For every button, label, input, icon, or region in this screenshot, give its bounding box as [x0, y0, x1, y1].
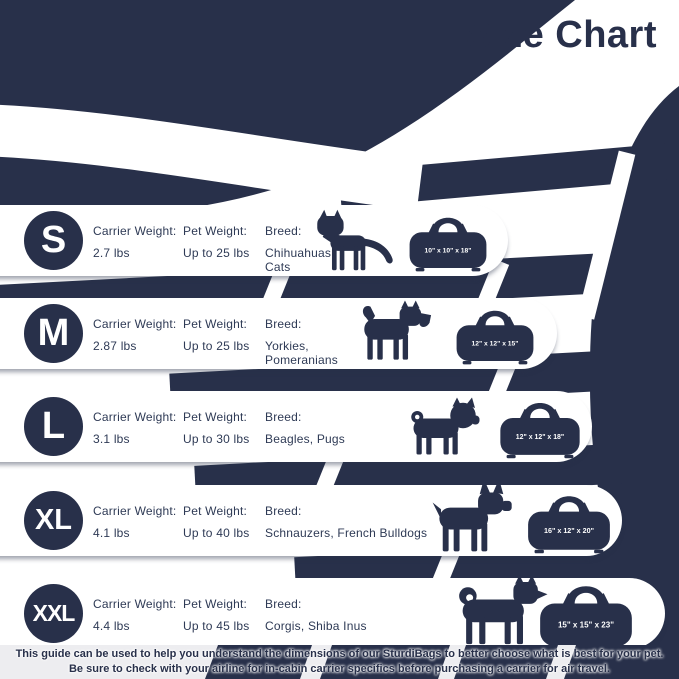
- pet-weight-value: Up to 25 lbs: [183, 246, 250, 260]
- size-row-l: L Carrier Weight: 3.1 lbs Pet Weight: Up…: [0, 391, 592, 462]
- page-title: Size Chart: [466, 14, 657, 56]
- carrier-weight-label: Carrier Weight:: [93, 597, 177, 611]
- carrier-weight-value: 2.7 lbs: [93, 246, 130, 260]
- pet-weight-column: Pet Weight: Up to 25 lbs: [183, 224, 265, 261]
- row-columns: Carrier Weight: 3.1 lbs Pet Weight: Up t…: [93, 391, 592, 462]
- shiba-inu-icon: [450, 575, 554, 645]
- breed-label: Breed:: [265, 317, 302, 331]
- size-badge-xl: XL: [24, 491, 83, 550]
- pet-weight-value: Up to 30 lbs: [183, 432, 250, 446]
- carrier-weight-label: Carrier Weight:: [93, 410, 177, 424]
- carrier-icon: 15" x 15" x 23": [527, 577, 645, 651]
- carrier-weight-column: Carrier Weight: 2.87 lbs: [93, 317, 183, 354]
- breed-label: Breed:: [265, 597, 302, 611]
- size-letter: L: [41, 405, 66, 447]
- pet-weight-label: Pet Weight:: [183, 597, 248, 611]
- background-arc: [577, 150, 636, 320]
- row-columns: Carrier Weight: 2.7 lbs Pet Weight: Up t…: [93, 205, 508, 276]
- footer-line-1: This guide can be used to help you under…: [15, 648, 664, 660]
- footer-note: This guide can be used to help you under…: [0, 645, 679, 679]
- pet-weight-label: Pet Weight:: [183, 504, 248, 518]
- size-letter: XL: [34, 504, 73, 536]
- breed-column: Breed: Chihuahuas, Cats: [265, 224, 357, 275]
- carrier-weight-label: Carrier Weight:: [93, 504, 177, 518]
- carrier-dimensions-text: 12" x 12" x 15": [472, 340, 519, 347]
- footer-line-2: Be sure to check with your airline for i…: [68, 663, 611, 675]
- carrier-weight-label: Carrier Weight:: [93, 224, 177, 238]
- carrier-dimensions-text: 16" x 12" x 20": [544, 527, 594, 535]
- pet-weight-column: Pet Weight: Up to 40 lbs: [183, 504, 265, 541]
- pet-weight-column: Pet Weight: Up to 25 lbs: [183, 317, 265, 354]
- carrier-icon: 10" x 10" x 18": [405, 210, 491, 272]
- carrier-weight-value: 4.4 lbs: [93, 619, 130, 633]
- pet-weight-value: Up to 40 lbs: [183, 526, 250, 540]
- size-row-m: M Carrier Weight: 2.87 lbs Pet Weight: U…: [0, 298, 557, 369]
- carrier-dimensions-text: 12" x 12" x 18": [516, 434, 564, 441]
- background-arc: [338, 141, 679, 208]
- breed-value: Chihuahuas, Cats: [265, 246, 335, 274]
- size-letter: XXL: [32, 600, 76, 626]
- pug-icon: [405, 396, 485, 456]
- pet-weight-label: Pet Weight:: [183, 224, 248, 238]
- size-badge-xxl: XXL: [24, 584, 83, 643]
- size-badge-s: S: [24, 211, 83, 270]
- carrier-weight-value: 2.87 lbs: [93, 339, 137, 353]
- carrier-dimensions-text: 15" x 15" x 23": [558, 621, 614, 630]
- pet-weight-label: Pet Weight:: [183, 410, 248, 424]
- carrier-weight-column: Carrier Weight: 4.4 lbs: [93, 597, 183, 634]
- pet-weight-column: Pet Weight: Up to 45 lbs: [183, 597, 265, 634]
- size-row-xxl: XXL Carrier Weight: 4.4 lbs Pet Weight: …: [0, 575, 665, 651]
- carrier-weight-value: 3.1 lbs: [93, 432, 130, 446]
- footer-text: This guide can be used to help you under…: [0, 645, 679, 679]
- carrier-icon: 16" x 12" x 20": [522, 488, 616, 554]
- row-columns: Carrier Weight: 4.4 lbs Pet Weight: Up t…: [93, 578, 665, 649]
- breed-label: Breed:: [265, 224, 302, 238]
- yorkie-icon: [353, 299, 437, 365]
- carrier-dimensions-text: 10" x 10" x 18": [425, 247, 472, 254]
- pet-weight-label: Pet Weight:: [183, 317, 248, 331]
- breed-column: Breed: Schnauzers, French Bulldogs: [265, 504, 427, 541]
- carrier-weight-column: Carrier Weight: 4.1 lbs: [93, 504, 183, 541]
- pet-weight-value: Up to 45 lbs: [183, 619, 250, 633]
- row-columns: Carrier Weight: 2.87 lbs Pet Weight: Up …: [93, 298, 557, 369]
- row-columns: Carrier Weight: 4.1 lbs Pet Weight: Up t…: [93, 485, 622, 556]
- carrier-weight-column: Carrier Weight: 2.7 lbs: [93, 224, 183, 261]
- size-badge-m: M: [24, 304, 83, 363]
- breed-value: Beagles, Pugs: [265, 432, 345, 446]
- breed-value: Yorkies, Pomeranians: [265, 339, 338, 367]
- footer-background-bands: [205, 645, 679, 679]
- carrier-weight-value: 4.1 lbs: [93, 526, 130, 540]
- size-badge-l: L: [24, 397, 83, 456]
- size-row-xl: XL Carrier Weight: 4.1 lbs Pet Weight: U…: [0, 479, 622, 556]
- breed-label: Breed:: [265, 504, 302, 518]
- breed-value: Corgis, Shiba Inus: [265, 619, 367, 633]
- breed-column: Breed: Corgis, Shiba Inus: [265, 597, 367, 634]
- size-letter: S: [40, 219, 67, 261]
- breed-value: Schnauzers, French Bulldogs: [265, 526, 428, 540]
- pet-weight-column: Pet Weight: Up to 30 lbs: [183, 410, 265, 447]
- background-arc: [0, 104, 424, 211]
- carrier-icon: 12" x 12" x 15": [452, 303, 538, 365]
- breed-column: Breed: Beagles, Pugs: [265, 410, 345, 447]
- carrier-weight-column: Carrier Weight: 3.1 lbs: [93, 410, 183, 447]
- size-letter: M: [37, 312, 70, 354]
- carrier-icon: 12" x 12" x 18": [495, 395, 585, 459]
- cat-icon: [312, 209, 400, 271]
- size-row-s: S Carrier Weight: 2.7 lbs Pet Weight: Up…: [0, 205, 508, 276]
- carrier-weight-label: Carrier Weight:: [93, 317, 177, 331]
- french-bulldog-icon: [427, 479, 519, 553]
- pet-weight-value: Up to 25 lbs: [183, 339, 250, 353]
- breed-column: Breed: Yorkies, Pomeranians: [265, 317, 365, 368]
- breed-label: Breed:: [265, 410, 302, 424]
